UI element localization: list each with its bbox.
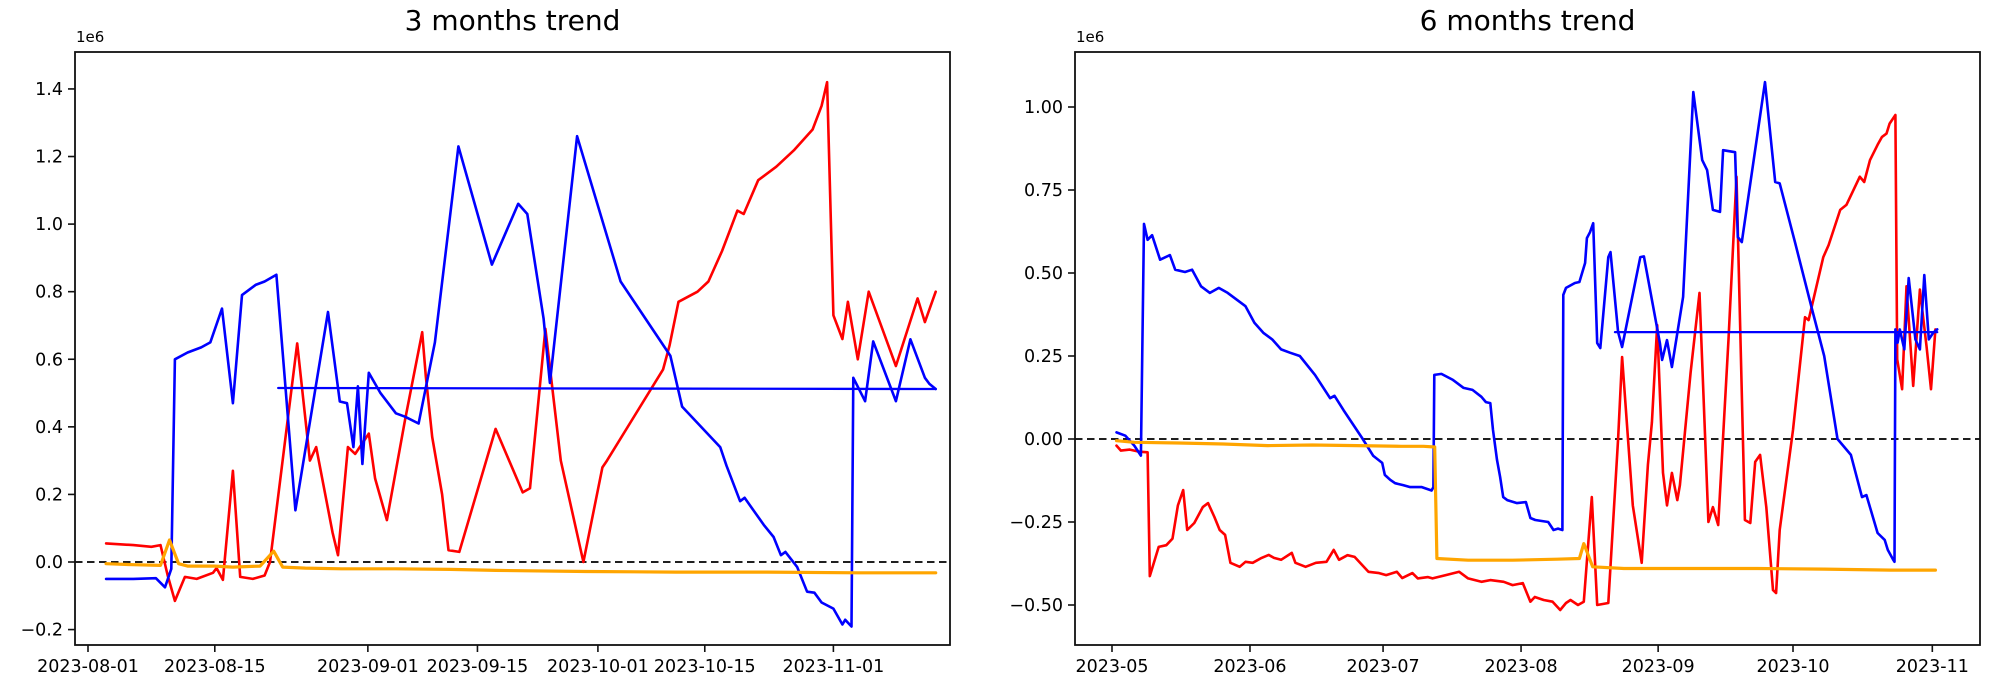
- y-tick-label: −0.50: [1009, 596, 1063, 616]
- series-blue-line: [104, 134, 938, 628]
- y-tick-label: 0.8: [35, 283, 63, 303]
- y-tick-label: 0.75: [1024, 181, 1063, 201]
- y-tick-label: 1.4: [35, 80, 63, 100]
- y-axis-offset-label-left: 1e6: [76, 28, 105, 46]
- x-tick-label: 2023-08-01: [37, 657, 139, 677]
- y-tick-label: 0.00: [1024, 430, 1063, 450]
- x-tick-label: 2023-06: [1213, 657, 1286, 677]
- x-tick-label: 2023-09-01: [317, 657, 419, 677]
- y-tick-label: 0.25: [1024, 347, 1063, 367]
- y-tick-label: 0.6: [35, 350, 63, 370]
- x-tick-label: 2023-10-01: [547, 657, 649, 677]
- x-tick-label: 2023-08: [1484, 657, 1557, 677]
- y-tick-label: 0.4: [35, 418, 63, 438]
- x-tick-label: 2023-09: [1622, 657, 1695, 677]
- y-tick-label: 1.00: [1024, 98, 1063, 118]
- x-tick-label: 2023-10: [1756, 657, 1829, 677]
- axes-frame: [74, 51, 951, 646]
- series-orange-line: [104, 538, 938, 575]
- x-tick-label: 2023-07: [1347, 657, 1420, 677]
- x-tick-label: 2023-05: [1075, 657, 1148, 677]
- series-orange-line: [1114, 439, 1938, 572]
- y-tick-label: 1.0: [35, 215, 63, 235]
- x-tick-label: 2023-11: [1896, 657, 1969, 677]
- y-tick-label: 0.2: [35, 485, 63, 505]
- chart-title-3-months: 3 months trend: [404, 4, 621, 37]
- series-red-line: [104, 80, 938, 603]
- x-tick-label: 2023-10-15: [654, 657, 756, 677]
- y-tick-label: −0.2: [21, 621, 64, 641]
- series-red-line: [1115, 113, 1937, 612]
- x-tick-label: 2023-08-15: [164, 657, 266, 677]
- axes-frame: [1074, 51, 1981, 646]
- series-blue-flat-segment-line: [277, 386, 937, 391]
- chart-title-6-months: 6 months trend: [1419, 4, 1636, 37]
- y-tick-label: 1.2: [35, 148, 63, 168]
- x-tick-label: 2023-09-15: [427, 657, 529, 677]
- y-tick-label: −0.25: [1009, 513, 1063, 533]
- series-blue-line: [1115, 80, 1939, 564]
- y-tick-label: 0.50: [1024, 264, 1063, 284]
- x-tick-label: 2023-11-01: [783, 657, 885, 677]
- y-tick-label: 0.0: [35, 553, 63, 573]
- y-axis-offset-label-right: 1e6: [1076, 28, 1105, 46]
